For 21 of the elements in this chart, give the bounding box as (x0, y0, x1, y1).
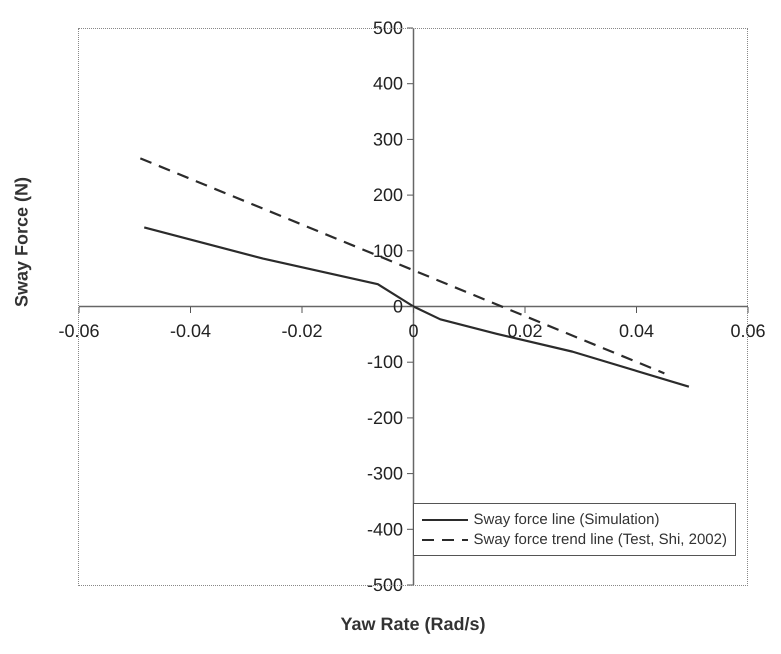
y-tick-label: -200 (366, 408, 403, 428)
x-tick-label: 0.04 (618, 321, 654, 341)
line-series (143, 226, 690, 388)
y-tick-label: 200 (372, 185, 403, 206)
legend-label: Sway force line (Simulation) (474, 511, 660, 528)
x-tick-label: 0.02 (507, 321, 543, 341)
y-tick-label: 500 (372, 18, 403, 38)
y-tick-label: -500 (366, 575, 403, 595)
y-tick-label: -100 (366, 352, 403, 372)
y-tick-label: -300 (366, 464, 403, 484)
y-tick-label: 400 (372, 74, 403, 94)
y-axis-title: Sway Force (N) (12, 176, 32, 307)
legend-label: Sway force trend line (Test, Shi, 2002) (474, 531, 727, 548)
y-tick-label: 100 (372, 240, 403, 261)
y-tick-label: -400 (366, 519, 403, 540)
y-tick-label: 300 (372, 129, 403, 150)
x-axis-title: Yaw Rate (Rad/s) (339, 614, 487, 635)
x-tick-label: -0.02 (281, 321, 323, 341)
x-tick-label: 0.06 (730, 321, 766, 341)
x-tick-label: -0.06 (58, 321, 100, 341)
x-tick-label: -0.04 (170, 321, 212, 341)
